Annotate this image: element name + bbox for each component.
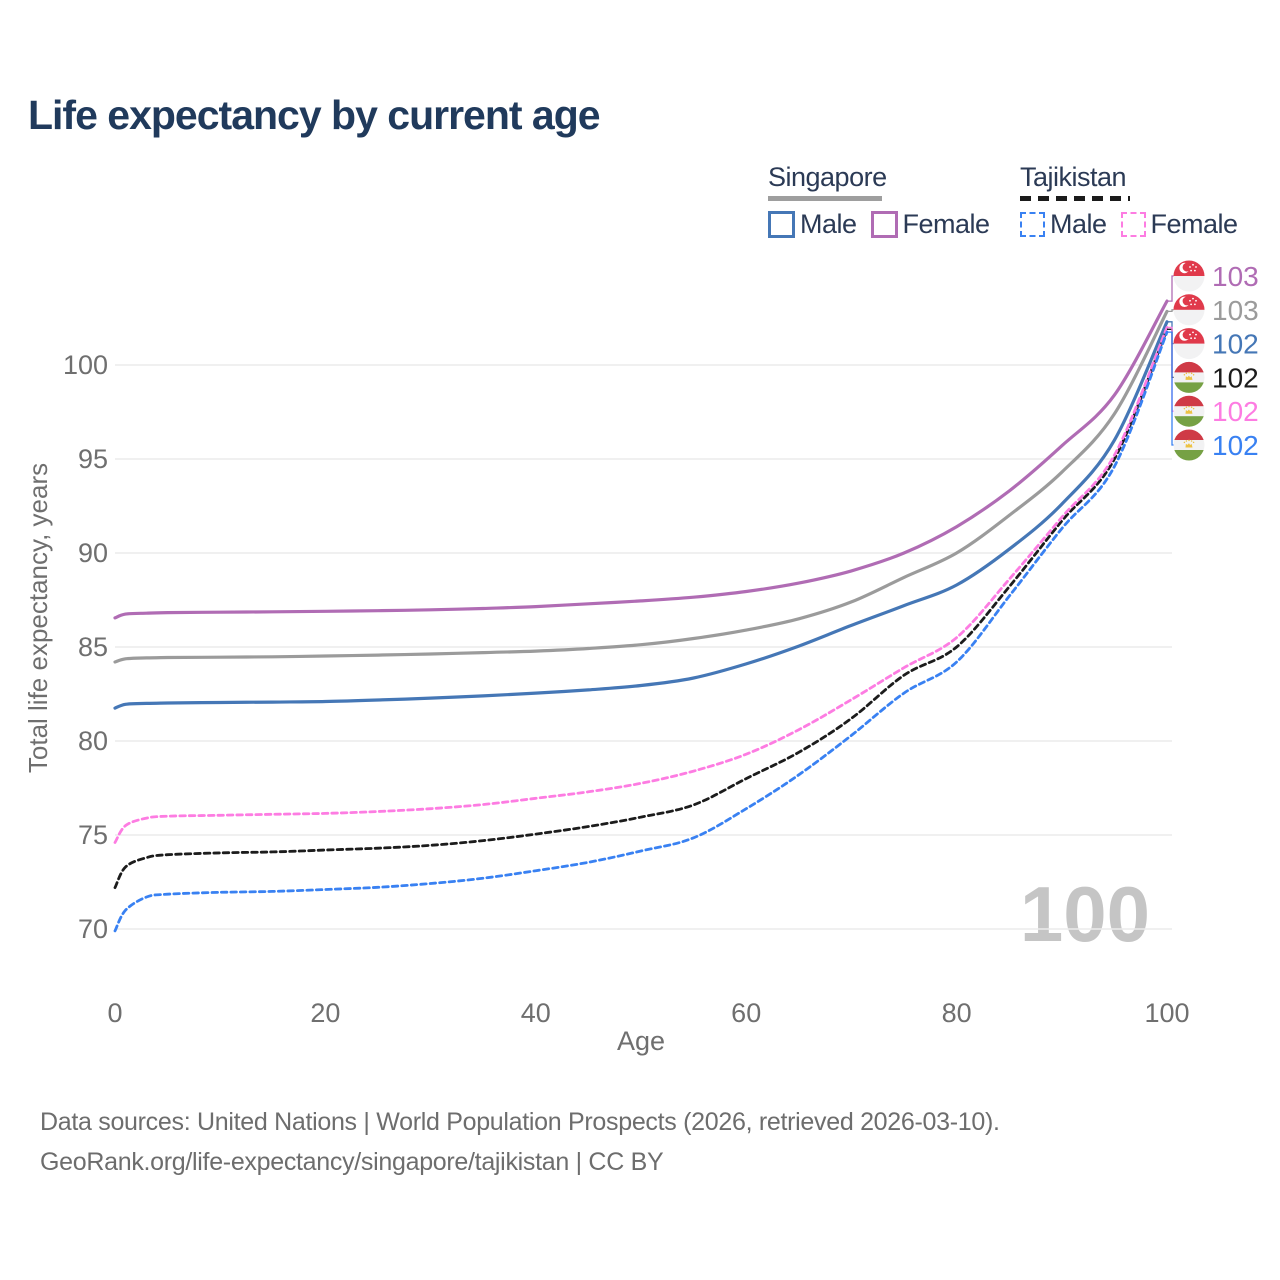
flag-icon-tajikistan (1173, 395, 1205, 427)
legend-swatch-tajikistan-male (1020, 212, 1045, 237)
flag-icon-singapore (1173, 328, 1205, 360)
end-value-label-tajikistan-female: 102 (1212, 396, 1259, 427)
flag-icon-singapore (1173, 260, 1205, 292)
legend-underline-tajikistan-dashed (1020, 196, 1130, 201)
legend-items-singapore: Male Female (768, 209, 990, 240)
legend-item-singapore-female[interactable]: Female (870, 209, 991, 240)
legend-item-tajikistan-female[interactable]: Female (1120, 209, 1239, 240)
legend-label-tajikistan-female: Female (1150, 209, 1239, 239)
legend-label-singapore-male: Male (800, 209, 857, 239)
series-line-singapore-male[interactable] (113, 320, 1169, 710)
x-tick-label: 0 (107, 998, 122, 1028)
y-tick-label: 95 (78, 444, 108, 474)
data-sources-note: Data sources: United Nations | World Pop… (40, 1108, 1000, 1136)
flag-icon-tajikistan (1173, 429, 1205, 461)
end-value-label-tajikistan-both-sexes: 102 (1212, 362, 1259, 393)
legend-swatch-singapore-male (768, 211, 795, 238)
callout-connector-singapore-female (1167, 275, 1175, 302)
end-value-label-singapore-male: 102 (1212, 329, 1259, 360)
end-value-label-tajikistan-male: 102 (1212, 430, 1259, 461)
end-value-label-singapore-female: 103 (1212, 261, 1259, 292)
attribution-link[interactable]: GeoRank.org/life-expectancy/singapore/ta… (40, 1148, 664, 1176)
legend-underline-singapore-solid (768, 196, 882, 201)
legend-items-tajikistan: Male Female (1020, 209, 1238, 240)
x-axis-title: Age (617, 1026, 665, 1056)
legend-item-singapore-male[interactable]: Male (768, 209, 857, 240)
series-line-tajikistan-both-sexes[interactable] (113, 327, 1169, 889)
callout-connector-tajikistan-both-sexes (1167, 328, 1175, 379)
x-tick-label: 20 (310, 998, 340, 1028)
legend-label-singapore-female: Female (902, 209, 991, 239)
y-tick-label: 70 (78, 914, 108, 944)
legend-item-tajikistan-male[interactable]: Male (1020, 209, 1107, 240)
legend-country-singapore: Singapore (768, 162, 887, 192)
callout-connector-tajikistan-female (1167, 326, 1175, 412)
end-value-label-singapore-both-sexes: 103 (1212, 295, 1259, 326)
y-tick-label: 100 (63, 350, 108, 380)
series-line-singapore-female[interactable] (113, 299, 1169, 620)
legend-label-tajikistan-male: Male (1050, 209, 1107, 239)
x-tick-label: 60 (731, 998, 761, 1028)
y-tick-label: 80 (78, 726, 108, 756)
series-line-singapore-both-sexes[interactable] (113, 309, 1169, 664)
flag-icon-singapore (1173, 294, 1205, 326)
x-tick-label: 80 (942, 998, 972, 1028)
y-axis-title: Total life expectancy, years (23, 463, 53, 773)
legend-group-tajikistan: Tajikistan Male Female (1020, 162, 1238, 240)
legend-group-singapore: Singapore Male Female (768, 162, 990, 240)
x-tick-label: 100 (1144, 998, 1189, 1028)
series-line-tajikistan-male[interactable] (113, 330, 1169, 933)
y-tick-label: 90 (78, 538, 108, 568)
legend-swatch-singapore-female (870, 211, 898, 238)
callout-connector-tajikistan-male (1167, 331, 1175, 446)
page-title: Life expectancy by current age (28, 92, 601, 138)
y-tick-label: 75 (78, 820, 108, 850)
y-tick-label: 85 (78, 632, 108, 662)
x-tick-label: 40 (521, 998, 551, 1028)
series-line-tajikistan-female[interactable] (113, 326, 1169, 844)
legend-swatch-tajikistan-female (1120, 212, 1146, 237)
flag-icon-tajikistan (1173, 361, 1205, 393)
legend-country-tajikistan: Tajikistan (1020, 162, 1127, 192)
age-watermark: 100 (1020, 870, 1150, 958)
